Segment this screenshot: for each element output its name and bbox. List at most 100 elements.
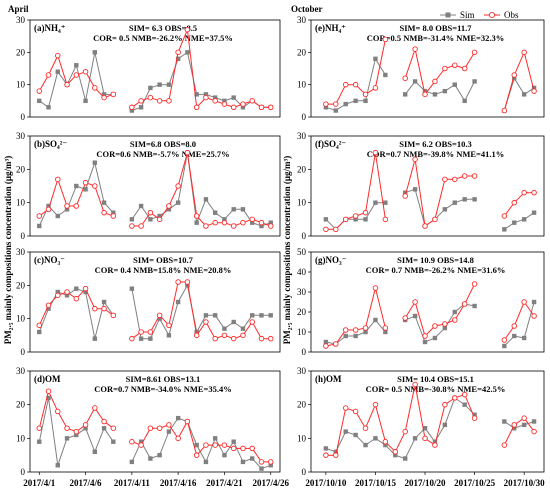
obs-point xyxy=(501,442,508,448)
y-axis-label-left: PM₂.₅ mainly compositions concentration … xyxy=(3,156,13,344)
sim-point xyxy=(521,422,527,428)
sim-point xyxy=(353,217,358,222)
obs-point xyxy=(101,209,107,216)
series-line xyxy=(504,212,535,230)
obs-point xyxy=(212,442,218,448)
stats-line-1: SIM= OBS=10.7 xyxy=(133,255,194,265)
series-line xyxy=(404,47,476,96)
obs-point xyxy=(45,388,52,394)
sim-point xyxy=(373,56,378,61)
sim-point xyxy=(148,85,153,91)
sim-point xyxy=(166,82,172,87)
y-tick-label: 10 xyxy=(297,433,307,443)
sim-point xyxy=(531,85,537,91)
obs-point xyxy=(422,91,428,98)
x-tick-label: 2017/4/21 xyxy=(206,478,243,488)
obs-point xyxy=(511,72,518,78)
sim-point xyxy=(268,463,273,468)
obs-point xyxy=(422,435,428,442)
obs-point xyxy=(110,312,117,319)
sim-point xyxy=(138,439,144,444)
series-obs xyxy=(36,149,274,229)
sim-point xyxy=(363,217,368,222)
obs-point xyxy=(531,189,537,196)
sim-point xyxy=(231,95,236,100)
obs-point xyxy=(258,104,265,111)
sim-point xyxy=(422,339,428,345)
sim-point xyxy=(92,50,98,55)
obs-point xyxy=(402,315,408,321)
x-tick-label: 2017/10/20 xyxy=(405,478,447,488)
obs-point xyxy=(212,98,218,104)
obs-point xyxy=(212,219,218,226)
sim-point xyxy=(393,452,398,458)
panel-label: (f)SO₄²⁻ xyxy=(315,139,346,149)
sim-point xyxy=(101,299,107,305)
sim-point xyxy=(259,313,264,318)
y-tick-label: 20 xyxy=(16,164,26,174)
sim-point xyxy=(37,98,42,104)
sim-point xyxy=(472,79,477,84)
stats-line-1: SIM= 6.2 OBS=10.3 xyxy=(399,139,472,149)
sim-point xyxy=(83,289,88,295)
obs-point xyxy=(382,216,389,223)
obs-point xyxy=(333,226,339,233)
obs-point xyxy=(156,312,163,319)
obs-point xyxy=(101,418,107,425)
obs-point xyxy=(521,189,527,196)
obs-point xyxy=(402,75,408,81)
sim-point xyxy=(462,197,467,202)
sim-point xyxy=(138,336,144,341)
obs-point xyxy=(382,438,389,445)
panel-label: (c)NO₃⁻ xyxy=(34,255,65,265)
x-axes: 2017/4/1 2017/4/6 2017/4/11 2017/4/16 2017/4… xyxy=(23,472,545,488)
obs-point xyxy=(249,445,255,452)
sim-point xyxy=(412,313,418,319)
obs-point xyxy=(452,395,458,401)
sim-point xyxy=(231,439,236,444)
series-line xyxy=(503,417,535,446)
series-sim xyxy=(323,56,537,113)
y-tick-label: 0 xyxy=(302,112,307,122)
series-line xyxy=(131,281,271,340)
sim-point xyxy=(129,286,135,291)
panel-frame xyxy=(310,370,545,473)
series-obs xyxy=(36,388,274,465)
obs-point xyxy=(352,408,359,415)
obs-point xyxy=(461,173,468,179)
obs-point xyxy=(73,295,80,302)
sim-point xyxy=(46,203,51,209)
legend-obs-label: Obs xyxy=(504,10,519,20)
obs-point xyxy=(333,101,339,107)
sim-point xyxy=(240,459,246,465)
sim-point xyxy=(323,217,329,222)
obs-point xyxy=(147,425,154,431)
stats-line-2: COR= 0.7 NMB=-26.2% NME=31.6% xyxy=(366,265,506,275)
sim-point xyxy=(111,439,116,444)
series-line xyxy=(325,384,476,456)
series-line xyxy=(131,51,271,111)
obs-point xyxy=(129,335,135,342)
obs-point xyxy=(372,85,379,91)
sim-point xyxy=(212,436,218,441)
obs-point xyxy=(203,319,209,325)
sim-point xyxy=(512,333,517,339)
obs-point xyxy=(362,425,369,431)
sim-point xyxy=(268,313,273,318)
series-line xyxy=(405,188,475,227)
sim-point xyxy=(83,187,88,192)
obs-point xyxy=(82,68,89,75)
sim-point xyxy=(64,207,70,212)
sim-point xyxy=(148,217,153,222)
panel-frame xyxy=(29,251,281,353)
sim-point xyxy=(83,98,88,104)
sim-point xyxy=(442,422,448,428)
y-tick-label: 10 xyxy=(297,327,307,337)
obs-point xyxy=(531,428,537,435)
sim-point xyxy=(259,466,264,471)
obs-point xyxy=(230,335,237,342)
obs-point xyxy=(240,219,246,226)
obs-point xyxy=(36,425,43,431)
